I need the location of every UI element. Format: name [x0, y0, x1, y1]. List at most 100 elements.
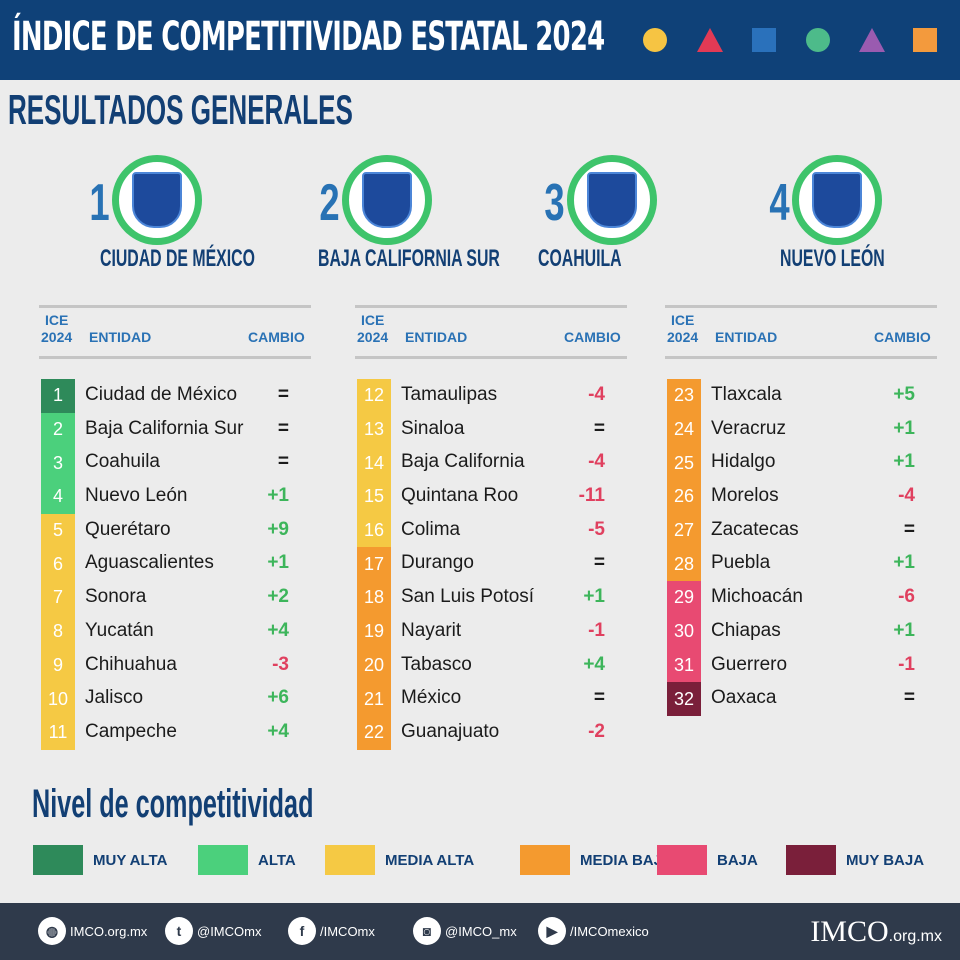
state-name: Tlaxcala	[711, 384, 782, 405]
footer-link-text: @IMCOmx	[197, 923, 262, 939]
table-header: ICE 2024 ENTIDAD CAMBIO	[355, 308, 627, 356]
coat-of-arms-icon	[362, 172, 412, 228]
table-header: ICE 2024 ENTIDAD CAMBIO	[665, 308, 937, 356]
rank-badge: 19	[357, 614, 391, 649]
top-state-3: 3 COAHUILA	[538, 155, 760, 275]
header-change: CAMBIO	[564, 329, 621, 345]
header-bar: ÍNDICE DE COMPETITIVIDAD ESTATAL 2024	[0, 0, 960, 80]
rank-change: +4	[583, 653, 605, 675]
state-name: Coahuila	[85, 451, 160, 473]
table-row: 23 Tlaxcala +5	[665, 379, 937, 413]
instagram-icon: ◙	[413, 917, 441, 945]
table-row: 29 Michoacán -6	[665, 581, 937, 615]
state-name: Querétaro	[85, 518, 171, 540]
rank-badge: 25	[667, 446, 701, 481]
rank-badge: 28	[667, 547, 701, 582]
rank-change: =	[903, 687, 915, 709]
table-row: 11 Campeche +4	[39, 715, 311, 750]
rank-badge: 29	[667, 581, 701, 615]
rank-change: +1	[893, 451, 915, 473]
legend-label: MEDIA BAJA	[580, 852, 673, 869]
rank-change: =	[277, 384, 289, 405]
state-name: Sinaloa	[401, 417, 465, 439]
table-row: 30 Chiapas +1	[665, 614, 937, 649]
table-row: 22 Guanajuato -2	[355, 715, 627, 750]
state-name: Puebla	[711, 552, 771, 574]
top-state-2: 2 BAJA CALIFORNIA SUR	[315, 155, 535, 275]
footer-link[interactable]: ◙ @IMCO_mx	[413, 917, 517, 945]
top-rank: 4	[769, 174, 790, 232]
footer-link-text: IMCO.org.mx	[70, 923, 148, 939]
rank-change: =	[593, 552, 605, 574]
header-entity: ENTIDAD	[89, 329, 152, 345]
footer-link[interactable]: ▶/IMCOmexico	[538, 917, 649, 945]
divider	[665, 305, 937, 308]
state-name: Quintana Roo	[401, 485, 519, 507]
state-name: Baja California Sur	[85, 417, 244, 439]
rank-badge: 11	[41, 715, 75, 750]
state-emblem-icon	[567, 155, 657, 245]
state-name: Tamaulipas	[401, 384, 498, 405]
legend-swatch	[198, 845, 248, 875]
legend-label: MUY ALTA	[93, 852, 168, 869]
footer-link[interactable]: f/IMCOmx	[288, 917, 375, 945]
rank-badge: 6	[41, 547, 75, 582]
rank-badge: 13	[357, 412, 391, 447]
divider	[665, 356, 937, 359]
rank-change: =	[277, 451, 289, 473]
table-row: 12 Tamaulipas -4	[355, 379, 627, 413]
rank-change: -5	[588, 518, 605, 540]
square-shape-icon	[913, 28, 937, 52]
rank-badge: 14	[357, 446, 391, 481]
table-row: 1 Ciudad de México =	[39, 379, 311, 413]
table-row: 13 Sinaloa =	[355, 412, 627, 447]
state-name: Colima	[401, 518, 461, 540]
ranking-column-3: ICE 2024 ENTIDAD CAMBIO 23 Tlaxcala +5 24 Veracr…	[665, 305, 937, 716]
header-year: 2024	[357, 329, 389, 345]
footer-link-text: /IMCOmx	[320, 923, 375, 939]
footer: ◍ IMCO.org.mx t @IMCOmx f/IMCOmx ◙ @IMCO_mx ▶/I…	[0, 903, 960, 960]
state-name: Jalisco	[85, 687, 144, 709]
table-row: 32 Oaxaca =	[665, 682, 937, 716]
footer-link[interactable]: ◍ IMCO.org.mx	[38, 917, 147, 945]
legend-swatch	[33, 845, 83, 875]
twitter-icon: t	[165, 917, 193, 945]
rank-change: +4	[267, 720, 289, 742]
state-name: México	[401, 687, 462, 709]
rank-change: +9	[267, 518, 289, 540]
state-name: Durango	[401, 552, 474, 574]
state-name: Yucatán	[85, 619, 154, 641]
top-state-1: 1 CIUDAD DE MÉXICO	[85, 155, 305, 275]
rank-badge: 8	[41, 614, 75, 649]
triangle-shape-icon	[697, 28, 723, 52]
divider	[355, 356, 627, 359]
rank-change: +6	[267, 687, 289, 709]
divider	[39, 305, 311, 308]
rank-badge: 22	[357, 715, 391, 750]
top-state-name: NUEVO LEÓN	[780, 245, 885, 272]
rank-badge: 24	[667, 412, 701, 447]
youtube-icon: ▶	[538, 917, 566, 945]
divider	[39, 356, 311, 359]
rank-badge: 12	[357, 379, 391, 413]
rank-change: -4	[588, 451, 605, 473]
table-row: 16 Colima -5	[355, 513, 627, 548]
header-ice: ICE	[671, 312, 695, 328]
rank-change: -2	[588, 720, 605, 742]
rank-change: -4	[588, 384, 605, 405]
top-rank: 3	[544, 174, 565, 232]
footer-link[interactable]: t @IMCOmx	[165, 917, 261, 945]
header-entity: ENTIDAD	[715, 329, 778, 345]
legend-swatch	[786, 845, 836, 875]
top-state-4: 4 NUEVO LEÓN	[765, 155, 960, 275]
rank-change: +1	[267, 552, 289, 574]
state-name: Nayarit	[401, 619, 462, 641]
state-name: Morelos	[711, 485, 779, 507]
rank-change: =	[593, 687, 605, 709]
state-name: Chihuahua	[85, 653, 177, 675]
page-title: ÍNDICE DE COMPETITIVIDAD ESTATAL 2024	[12, 14, 605, 60]
globe-icon: ◍	[38, 917, 66, 945]
rank-badge: 3	[41, 446, 75, 481]
table-row: 5 Querétaro +9	[39, 513, 311, 548]
rank-change: +1	[267, 485, 289, 507]
